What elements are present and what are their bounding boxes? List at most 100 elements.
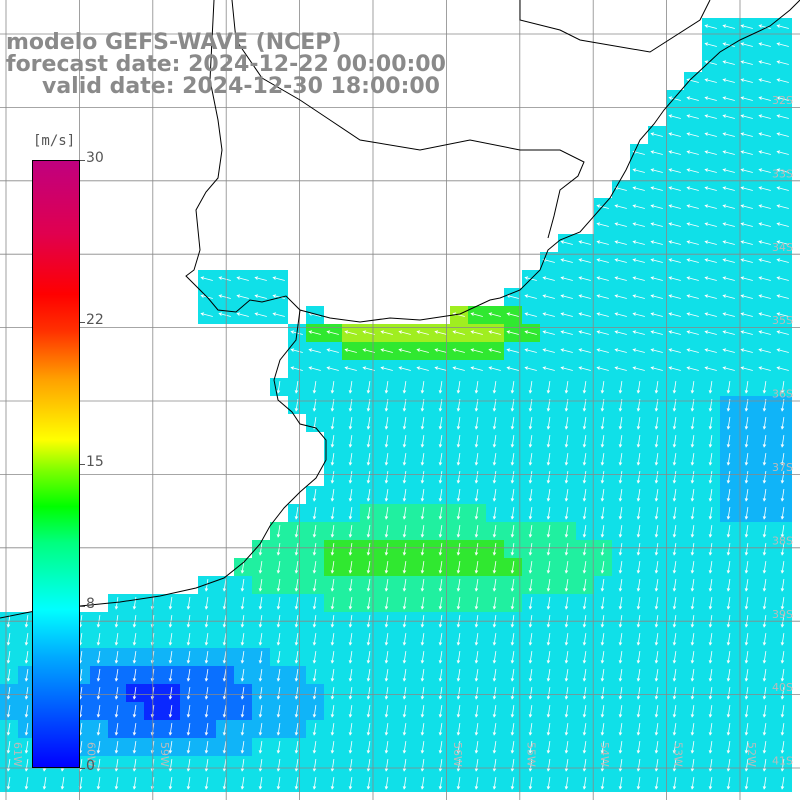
wind-arrow	[744, 759, 749, 772]
wind-arrow	[330, 687, 335, 700]
wind-arrow	[380, 366, 393, 371]
wind-arrow	[614, 276, 627, 281]
wind-arrow	[744, 453, 749, 466]
wind-arrow	[600, 507, 605, 520]
wind-arrow	[632, 222, 645, 227]
wind-arrow	[690, 435, 695, 448]
wind-arrow	[438, 525, 443, 538]
wind-arrow	[474, 687, 479, 700]
wind-arrow	[510, 471, 515, 484]
wind-arrow	[596, 366, 609, 371]
colorbar-tick-label: 8	[86, 595, 95, 612]
wind-arrow	[654, 687, 659, 700]
wind-arrow	[330, 597, 335, 610]
wind-arrow	[510, 579, 515, 592]
wind-arrow	[636, 471, 641, 484]
latitude-label: 38S	[772, 534, 793, 547]
wind-arrow	[668, 276, 681, 281]
wind-arrow	[600, 525, 605, 538]
wind-arrow	[614, 204, 627, 209]
wind-arrow	[726, 381, 731, 394]
wind-arrow	[722, 60, 735, 65]
wind-arrow	[488, 366, 501, 371]
wind-arrow	[600, 381, 605, 394]
wind-arrow	[420, 525, 425, 538]
wind-arrow	[762, 561, 767, 574]
wind-arrow	[344, 366, 357, 371]
wind-arrow	[258, 687, 263, 700]
wind-arrow	[240, 561, 245, 574]
wind-arrow	[348, 561, 353, 574]
wind-arrow	[294, 633, 299, 646]
wind-arrow	[762, 525, 767, 538]
wind-arrow	[546, 417, 551, 430]
wind-arrow	[758, 330, 771, 335]
wind-arrow	[222, 687, 227, 700]
wind-arrow	[600, 579, 605, 592]
wind-arrow	[758, 222, 771, 227]
wind-arrow	[744, 525, 749, 538]
wind-arrow	[560, 312, 573, 317]
wind-arrow	[492, 471, 497, 484]
wind-arrow	[24, 633, 29, 646]
wind-arrow	[366, 435, 371, 448]
wind-arrow	[776, 150, 789, 155]
wind-arrow	[186, 777, 191, 790]
wind-arrow	[650, 204, 663, 209]
wind-arrow	[704, 276, 717, 281]
wind-arrow	[294, 507, 299, 520]
wind-arrow	[740, 132, 753, 137]
wind-arrow	[708, 507, 713, 520]
wind-arrow	[582, 777, 587, 790]
wind-arrow	[636, 579, 641, 592]
wind-arrow	[366, 633, 371, 646]
wind-arrow	[258, 741, 263, 754]
wind-arrow	[204, 579, 209, 592]
colorbar-tick-label: 22	[86, 312, 104, 329]
wind-arrow	[614, 222, 627, 227]
wind-arrow	[420, 453, 425, 466]
wind-arrow	[236, 294, 249, 299]
wind-arrow	[168, 687, 173, 700]
wind-arrow	[618, 525, 623, 538]
wind-arrow	[722, 168, 735, 173]
wind-arrow	[366, 759, 371, 772]
wind-arrow	[668, 168, 681, 173]
wind-arrow	[722, 24, 735, 29]
wind-arrow	[456, 687, 461, 700]
wind-arrow	[650, 366, 663, 371]
wind-arrow	[546, 687, 551, 700]
wind-arrow	[510, 633, 515, 646]
wind-arrow	[438, 651, 443, 664]
wind-arrow	[600, 489, 605, 502]
wind-arrow	[722, 204, 735, 209]
wind-arrow	[452, 330, 465, 335]
wind-arrow	[114, 669, 119, 682]
wind-arrow	[582, 507, 587, 520]
wind-arrow	[600, 633, 605, 646]
wind-arrow	[276, 543, 281, 556]
wind-arrow	[582, 381, 587, 394]
wind-arrow	[438, 759, 443, 772]
longitude-label: 54W	[598, 742, 611, 767]
wind-arrow	[168, 759, 173, 772]
wind-arrow	[204, 759, 209, 772]
latitude-label: 33S	[772, 167, 793, 180]
wind-arrow	[438, 597, 443, 610]
wind-arrow	[276, 777, 281, 790]
wind-arrow	[528, 633, 533, 646]
wind-arrow	[560, 366, 573, 371]
wind-arrow	[708, 417, 713, 430]
wind-arrow	[726, 633, 731, 646]
wind-arrow	[686, 258, 699, 263]
wind-arrow	[672, 561, 677, 574]
wind-arrow	[384, 489, 389, 502]
wind-arrow	[564, 687, 569, 700]
wind-arrow	[618, 561, 623, 574]
wind-arrow	[618, 633, 623, 646]
wind-arrow	[240, 579, 245, 592]
wind-arrow	[686, 294, 699, 299]
wind-arrow	[762, 417, 767, 430]
wind-arrow	[456, 579, 461, 592]
